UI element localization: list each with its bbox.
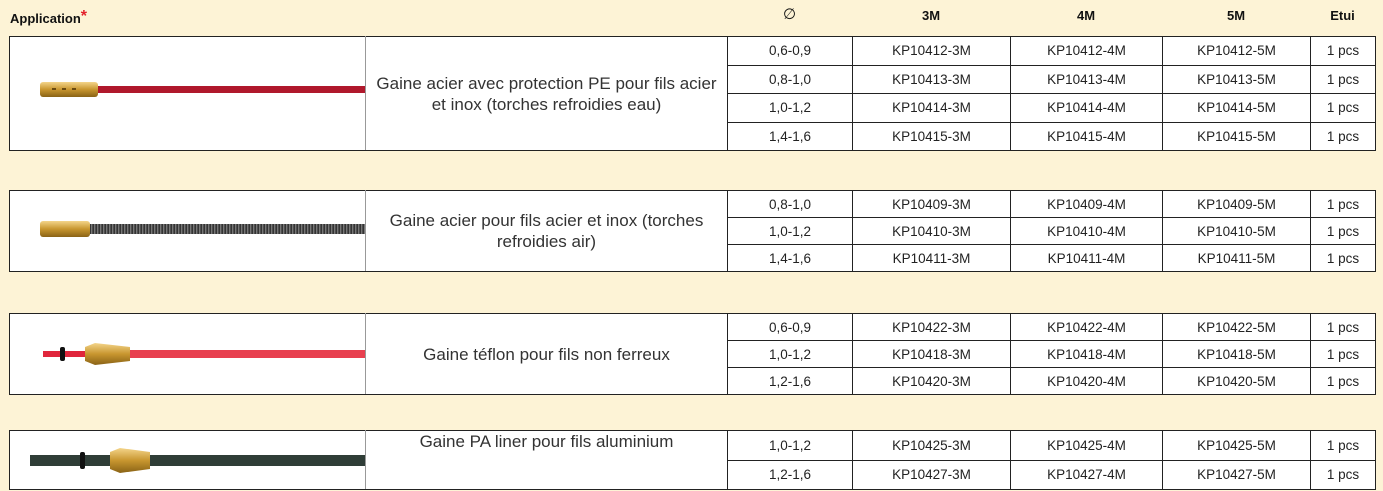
table-cell: KP10418-4M [1011,341,1163,368]
product-group: Gaine acier pour fils acier et inox (tor… [9,190,1375,272]
table-cell: 1,0-1,2 [728,218,853,245]
table-cell: 1,4-1,6 [728,245,853,272]
table-cell: KP10410-3M [853,218,1011,245]
table-cell: KP10427-3M [853,460,1011,490]
table-cell: KP10411-4M [1011,245,1163,272]
table-cell: KP10418-3M [853,341,1011,368]
table-cell: 1 pcs [1311,122,1376,151]
product-image [10,191,366,272]
table-cell: KP10412-5M [1163,37,1311,66]
liner-illustration [10,37,366,150]
table-cell: KP10422-5M [1163,314,1311,341]
table-cell: KP10413-3M [853,65,1011,94]
asterisk: * [81,8,87,25]
application-label: Application [10,11,81,26]
table-cell: 1,0-1,2 [728,341,853,368]
table-cell: KP10412-3M [853,37,1011,66]
table-cell: KP10414-3M [853,94,1011,123]
table-cell: 0,8-1,0 [728,191,853,218]
table-cell: 1 pcs [1311,218,1376,245]
table-cell: KP10410-4M [1011,218,1163,245]
column-header: 3M [852,8,1010,23]
table-row: Gaine acier pour fils acier et inox (tor… [10,191,1376,218]
table-cell: 0,6-0,9 [728,37,853,66]
table-cell: KP10427-5M [1163,460,1311,490]
table-cell: KP10418-5M [1163,341,1311,368]
table-cell: KP10415-3M [853,122,1011,151]
description: Gaine téflon pour fils non ferreux [366,314,728,395]
page: Application* ∅ 3M 4M 5M Etui Gaine acier… [0,0,1383,491]
table-cell: KP10422-4M [1011,314,1163,341]
table-cell: 1 pcs [1311,37,1376,66]
table-cell: KP10420-3M [853,368,1011,395]
table-cell: 0,6-0,9 [728,314,853,341]
table-cell: KP10420-5M [1163,368,1311,395]
table-cell: 1 pcs [1311,314,1376,341]
column-header: 4M [1010,8,1162,23]
table-cell: KP10415-5M [1163,122,1311,151]
liner-illustration [10,431,366,489]
column-header: Etui [1310,8,1375,23]
description: Gaine acier pour fils acier et inox (tor… [366,191,728,272]
table-cell: KP10414-4M [1011,94,1163,123]
table-cell: 1 pcs [1311,368,1376,395]
table-cell: 1 pcs [1311,245,1376,272]
description: Gaine PA liner pour fils aluminium [366,431,728,490]
table-cell: 1,0-1,2 [728,94,853,123]
liner-illustration [10,314,366,394]
table-cell: KP10425-3M [853,431,1011,461]
table-cell: KP10411-3M [853,245,1011,272]
diameter-header: ∅ [727,5,852,23]
table-cell: KP10413-5M [1163,65,1311,94]
table-cell: 1 pcs [1311,341,1376,368]
description: Gaine acier avec protection PE pour fils… [366,37,728,151]
table-cell: KP10413-4M [1011,65,1163,94]
table-cell: KP10425-4M [1011,431,1163,461]
table-cell: KP10409-4M [1011,191,1163,218]
table-cell: KP10415-4M [1011,122,1163,151]
table-cell: KP10422-3M [853,314,1011,341]
table-cell: 1 pcs [1311,94,1376,123]
table-cell: 0,8-1,0 [728,65,853,94]
product-image [10,37,366,151]
table-cell: 1,4-1,6 [728,122,853,151]
table-cell: KP10409-5M [1163,191,1311,218]
product-table: Gaine acier avec protection PE pour fils… [9,36,1376,151]
table-cell: KP10411-5M [1163,245,1311,272]
table-cell: 1 pcs [1311,460,1376,490]
table-cell: 1 pcs [1311,431,1376,461]
table-cell: 1 pcs [1311,65,1376,94]
table-cell: KP10410-5M [1163,218,1311,245]
table-cell: 1,2-1,6 [728,368,853,395]
product-image [10,314,366,395]
table-cell: 1,2-1,6 [728,460,853,490]
product-group: Gaine acier avec protection PE pour fils… [9,36,1375,151]
table-cell: 1 pcs [1311,191,1376,218]
column-header: 5M [1162,8,1310,23]
product-image [10,431,366,490]
product-table: Gaine acier pour fils acier et inox (tor… [9,190,1376,272]
table-cell: KP10420-4M [1011,368,1163,395]
table-cell: KP10412-4M [1011,37,1163,66]
table-cell: KP10414-5M [1163,94,1311,123]
table-cell: KP10409-3M [853,191,1011,218]
table-cell: KP10425-5M [1163,431,1311,461]
table-cell: KP10427-4M [1011,460,1163,490]
table-row: Gaine acier avec protection PE pour fils… [10,37,1376,66]
table-cell: 1,0-1,2 [728,431,853,461]
liner-illustration [10,191,366,271]
header-application: Application* [10,8,87,26]
